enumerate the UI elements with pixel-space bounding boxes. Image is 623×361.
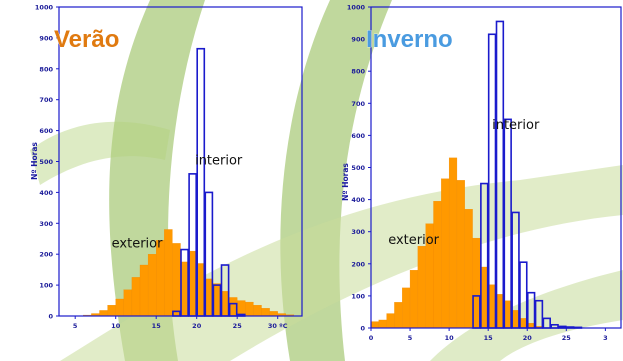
x-tick-label: 3: [603, 334, 608, 342]
chart-title: Inverno: [366, 26, 453, 53]
bar-exterior: [433, 201, 442, 329]
bar-exterior: [164, 229, 173, 317]
bar-exterior: [107, 305, 116, 317]
bar-exterior: [172, 243, 181, 317]
x-tick-label: 15: [484, 334, 494, 342]
x-tick-label: 20: [192, 322, 202, 330]
y-tick-label: 400: [351, 196, 365, 204]
bar-exterior: [409, 270, 419, 329]
bar-interior: [487, 33, 497, 329]
annotation-interior: interior: [195, 154, 243, 169]
bar-exterior: [115, 298, 124, 317]
x-tick-label: 20: [523, 334, 533, 342]
y-tick-label: 1000: [347, 4, 366, 12]
bar-interior: [534, 299, 544, 329]
annotation-interior: interior: [492, 118, 540, 133]
y-tick-label: 0: [360, 325, 365, 333]
bar-exterior: [245, 301, 254, 317]
bar-interior: [519, 261, 528, 329]
y-tick-label: 200: [351, 260, 365, 268]
x-tick-label: 10: [445, 334, 455, 342]
bar-interior: [526, 291, 536, 329]
y-tick-label: 0: [48, 313, 53, 321]
bar-exterior: [269, 311, 278, 317]
x-tick-label: 5: [408, 334, 413, 342]
bar-interior: [495, 20, 505, 329]
y-tick-label: 600: [351, 132, 365, 140]
x-tick-label: 25: [233, 322, 243, 330]
bar-exterior: [99, 310, 108, 317]
y-tick-label: 200: [39, 251, 53, 259]
x-tick-label: 30 ºC: [268, 322, 288, 330]
annotation-exterior: exterior: [388, 233, 439, 248]
bar-interior: [503, 118, 512, 329]
y-tick-label: 300: [351, 228, 365, 236]
y-tick-label: 500: [39, 158, 53, 166]
bar-interior: [542, 317, 551, 329]
y-tick-label: 300: [39, 220, 53, 228]
x-tick-label: 10: [111, 322, 121, 330]
bar-exterior: [253, 305, 262, 317]
x-tick-label: 5: [73, 322, 78, 330]
bar-exterior: [402, 287, 411, 329]
chart-title: Verão: [54, 26, 119, 53]
y-tick-label: 700: [39, 96, 53, 104]
y-tick-label: 1000: [35, 4, 54, 12]
y-tick-label: 600: [39, 127, 53, 135]
x-tick-label: 15: [152, 322, 162, 330]
plot-frame: [370, 6, 622, 329]
bar-exterior: [378, 319, 387, 329]
bar-exterior: [464, 209, 473, 329]
y-tick-label: 900: [351, 36, 365, 44]
bar-exterior: [156, 240, 165, 317]
y-tick-label: 700: [351, 100, 365, 108]
bar-exterior: [417, 245, 426, 329]
chart-verao: 0 100 200 300 400 500 600 700 800 900 1000 5 10 15 20 2…: [30, 4, 303, 330]
y-tick-label: 100: [351, 292, 365, 300]
x-tick-label: 25: [562, 334, 572, 342]
bar-exterior: [123, 289, 133, 317]
bar-exterior: [456, 180, 465, 329]
y-tick-label: 400: [39, 189, 53, 197]
bar-exterior: [448, 157, 458, 329]
bar-exterior: [370, 321, 379, 329]
bar-exterior: [441, 178, 450, 329]
chart-inverno: 0 100 200 300 400 500 600 700 800 900 1000 0 5 10 15 20…: [341, 4, 622, 342]
x-tick-label: 0: [369, 334, 374, 342]
bar-exterior: [131, 277, 141, 317]
bar-exterior: [386, 313, 395, 329]
y-axis-label: Nº Horas: [30, 142, 39, 180]
y-tick-label: 100: [39, 282, 53, 290]
plot-frame: [58, 6, 303, 317]
annotation-exterior: exterior: [112, 236, 163, 251]
y-tick-label: 800: [39, 65, 53, 73]
bar-exterior: [261, 308, 270, 317]
bar-exterior: [147, 254, 157, 317]
y-tick-label: 900: [39, 34, 53, 42]
y-tick-label: 500: [351, 164, 365, 172]
y-tick-label: 800: [351, 68, 365, 76]
y-axis-label: Nº Horas: [341, 163, 350, 201]
bar-exterior: [139, 264, 149, 317]
bar-exterior: [394, 302, 403, 329]
